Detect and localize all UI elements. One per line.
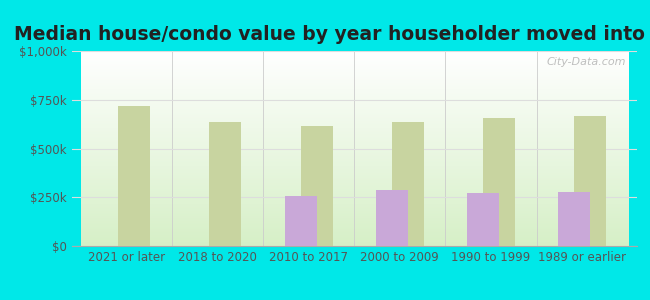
Bar (575, 116, 606, 246)
Text: City-Data.com: City-Data.com (546, 57, 626, 67)
Title: Median house/condo value by year householder moved into unit: Median house/condo value by year househo… (14, 25, 650, 44)
Bar (118, 106, 150, 246)
Bar (467, 193, 499, 246)
Bar (558, 192, 590, 246)
Bar (392, 122, 424, 246)
Bar (209, 122, 241, 246)
Bar (301, 126, 333, 246)
Bar (285, 196, 317, 246)
Bar (483, 118, 515, 246)
Bar (376, 190, 408, 246)
